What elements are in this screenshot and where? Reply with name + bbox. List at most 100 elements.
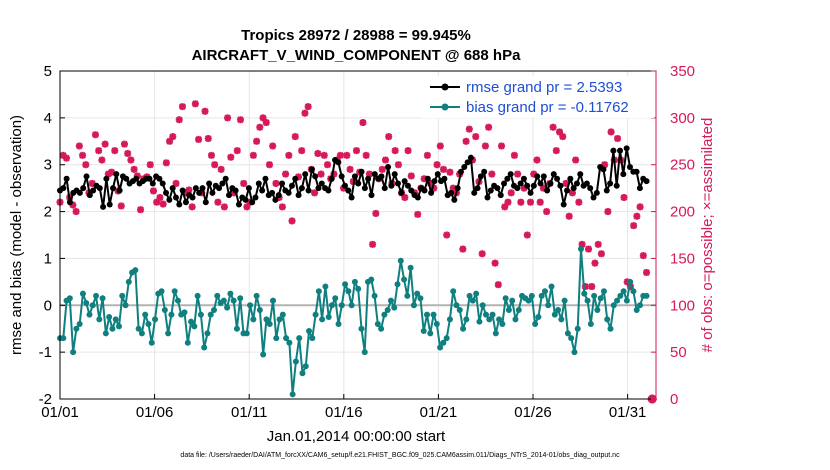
bias-point bbox=[358, 325, 365, 332]
obs-assimilated-marker bbox=[585, 245, 593, 253]
obs-assimilated-marker bbox=[320, 151, 328, 159]
obs-assimilated-marker bbox=[362, 151, 370, 159]
rmse-point bbox=[80, 185, 87, 192]
rmse-point bbox=[520, 175, 527, 182]
obs-assimilated-marker bbox=[130, 165, 138, 173]
rmse-point bbox=[507, 171, 514, 178]
obs-assimilated-marker bbox=[233, 147, 241, 155]
obs-assimilated-marker bbox=[507, 189, 515, 197]
bias-point bbox=[122, 302, 129, 309]
obs-assimilated-marker bbox=[304, 103, 312, 111]
obs-assimilated-marker bbox=[336, 151, 344, 159]
rmse-point bbox=[570, 185, 577, 192]
bias-point bbox=[79, 290, 86, 297]
obs-assimilated-marker bbox=[407, 172, 415, 180]
bias-point bbox=[296, 335, 303, 342]
bias-point bbox=[456, 306, 463, 313]
bias-point bbox=[643, 292, 650, 299]
obs-assimilated-marker bbox=[346, 165, 354, 173]
obs-assimilated-marker bbox=[220, 203, 228, 211]
bias-point bbox=[371, 292, 378, 299]
bias-point bbox=[401, 276, 408, 283]
obs-assimilated-marker bbox=[240, 179, 248, 187]
bias-point bbox=[404, 292, 411, 299]
rmse-point bbox=[83, 173, 90, 180]
bias-point bbox=[509, 297, 516, 304]
bias-point bbox=[571, 349, 578, 356]
bias-point bbox=[587, 321, 594, 328]
rmse-point bbox=[474, 185, 481, 192]
obs-assimilated-marker bbox=[262, 119, 270, 127]
rmse-point bbox=[86, 192, 93, 199]
rmse-point bbox=[530, 182, 537, 189]
rmse-point bbox=[577, 171, 584, 178]
bias-point bbox=[473, 290, 480, 297]
rmse-point bbox=[232, 187, 239, 194]
bias-point bbox=[541, 288, 548, 295]
legend: rmse grand pr = 2.5393 bias grand pr = -… bbox=[422, 76, 654, 118]
rmse-point bbox=[385, 164, 392, 171]
bias-point bbox=[233, 325, 240, 332]
obs-assimilated-marker bbox=[485, 123, 493, 131]
rmse-point bbox=[583, 180, 590, 187]
rmse-point bbox=[318, 180, 325, 187]
obs-assimilated-marker bbox=[314, 149, 322, 157]
obs-assimilated-marker bbox=[643, 268, 651, 276]
y-right-tick-label: 350 bbox=[670, 63, 695, 80]
bias-point bbox=[224, 304, 231, 311]
bias-point bbox=[306, 328, 313, 335]
obs-assimilated-marker bbox=[391, 147, 399, 155]
obs-assimilated-marker bbox=[414, 210, 422, 218]
rmse-point bbox=[103, 175, 110, 182]
bias-point bbox=[112, 316, 119, 323]
obs-assimilated-marker bbox=[604, 208, 612, 216]
rmse-point bbox=[361, 185, 368, 192]
rmse-point bbox=[149, 180, 156, 187]
obs-assimilated-marker bbox=[378, 165, 386, 173]
bias-point bbox=[328, 302, 335, 309]
obs-assimilated-marker bbox=[423, 151, 431, 159]
rmse-point bbox=[63, 175, 70, 182]
legend-rmse-label: rmse grand pr = 2.5393 bbox=[466, 79, 622, 96]
x-tick-label: 01/06 bbox=[136, 404, 174, 421]
rmse-point bbox=[295, 192, 302, 199]
bias-point bbox=[138, 330, 145, 337]
rmse-point bbox=[328, 175, 335, 182]
bias-point bbox=[299, 370, 306, 377]
rmse-point bbox=[534, 173, 541, 180]
rmse-point bbox=[355, 180, 362, 187]
bias-point bbox=[181, 309, 188, 316]
rmse-point bbox=[325, 187, 332, 194]
bias-point bbox=[115, 323, 122, 330]
bias-point bbox=[417, 295, 424, 302]
obs-assimilated-marker bbox=[211, 161, 219, 169]
rmse-point bbox=[192, 185, 199, 192]
bias-point bbox=[263, 316, 270, 323]
rmse-point bbox=[199, 185, 206, 192]
bias-point bbox=[355, 285, 362, 292]
bias-point bbox=[204, 330, 211, 337]
bias-point bbox=[171, 288, 178, 295]
bias-point bbox=[466, 292, 473, 299]
obs-assimilated-marker bbox=[614, 134, 622, 142]
bias-point bbox=[89, 302, 96, 309]
rmse-point bbox=[471, 189, 478, 196]
rmse-point bbox=[90, 187, 97, 194]
rmse-point bbox=[116, 187, 123, 194]
rmse-series bbox=[57, 145, 650, 210]
obs-assimilated-marker bbox=[124, 149, 132, 157]
bias-point bbox=[319, 316, 326, 323]
obs-assimilated-marker bbox=[381, 156, 389, 164]
bias-point bbox=[600, 288, 607, 295]
rmse-point bbox=[202, 199, 209, 206]
rmse-point bbox=[182, 199, 189, 206]
obs-assimilated-marker bbox=[178, 103, 186, 111]
rmse-point bbox=[262, 175, 269, 182]
obs-assimilated-marker bbox=[191, 100, 199, 108]
bias-point bbox=[578, 246, 585, 253]
obs-assimilated-marker bbox=[594, 240, 602, 248]
bias-point bbox=[427, 330, 434, 337]
bias-point bbox=[610, 302, 617, 309]
x-axis-label: Jan.01,2014 00:00:00 start bbox=[267, 428, 446, 445]
rmse-point bbox=[179, 187, 186, 194]
